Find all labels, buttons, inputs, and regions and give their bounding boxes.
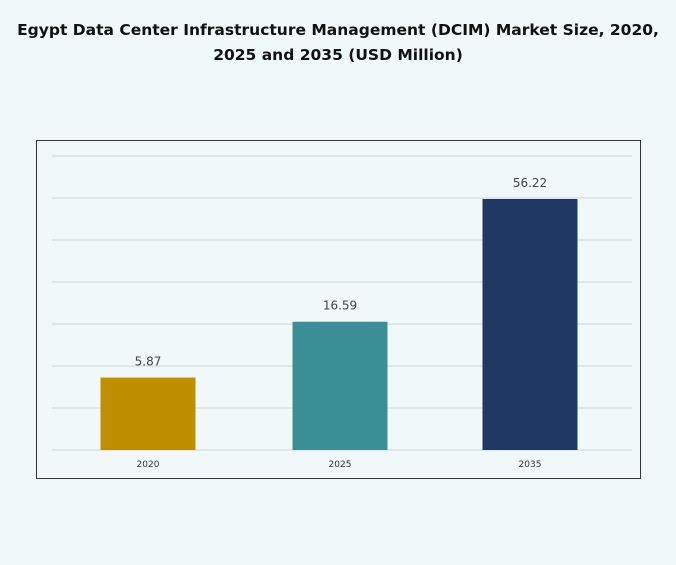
x-tick-label-2025: 2025 [329, 460, 352, 470]
bar-2035 [482, 199, 578, 450]
bar-2025 [292, 321, 388, 450]
value-label-2020: 5.87 [135, 355, 162, 369]
value-label-2035: 56.22 [513, 176, 547, 190]
chart-title: Egypt Data Center Infrastructure Managem… [0, 18, 676, 68]
chart-title-line-1: Egypt Data Center Infrastructure Managem… [17, 21, 659, 39]
chart-title-line-2: 2025 and 2035 (USD Million) [213, 46, 463, 64]
bar-2020 [100, 377, 196, 450]
x-tick-label-2035: 2035 [519, 460, 542, 470]
value-label-2025: 16.59 [323, 299, 357, 313]
x-tick-label-2020: 2020 [137, 460, 160, 470]
